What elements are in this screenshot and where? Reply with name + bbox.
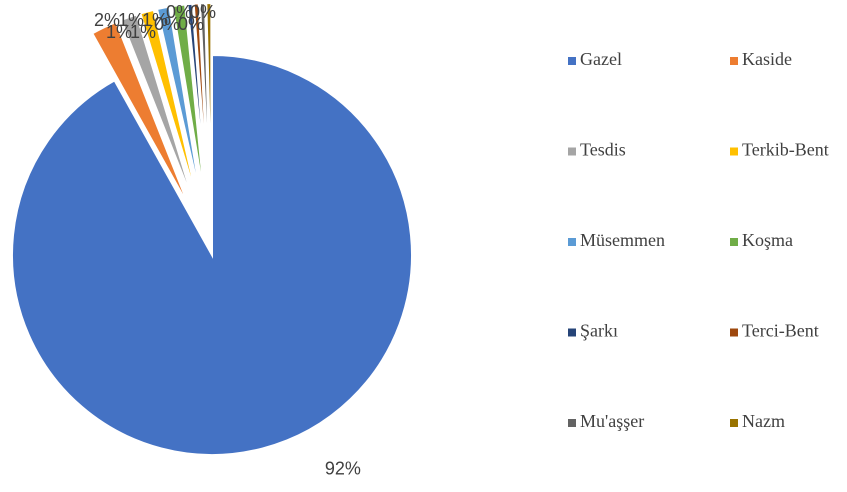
data-label: 1% [142, 10, 168, 30]
data-label: 1% [130, 22, 156, 42]
legend-label: Müsemmen [580, 230, 665, 250]
data-label: 0% [178, 14, 204, 34]
pie-slice [139, 8, 200, 206]
legend-marker [730, 57, 738, 65]
legend-label: Terkib-Bent [742, 140, 829, 160]
data-label: 1% [106, 22, 132, 42]
legend-label: Tesdis [580, 140, 626, 160]
data-label: 1% [118, 10, 144, 30]
legend-label: Gazel [580, 49, 622, 69]
legend-marker [568, 238, 576, 246]
legend-label: Terci-Bent [742, 321, 819, 341]
pie-slice [171, 3, 207, 204]
data-label: 0% [190, 2, 216, 22]
legend-label: Şarkı [580, 321, 618, 341]
pie-slice [186, 2, 209, 204]
legend-marker [568, 328, 576, 337]
pie-slice [11, 53, 413, 456]
data-label: 92% [325, 459, 361, 479]
legend-marker [568, 147, 576, 156]
legend-marker [730, 238, 738, 246]
legend-label: Mu'aşşer [580, 411, 644, 431]
legend-marker [568, 419, 576, 427]
legend-label: Koşma [742, 230, 793, 250]
pie-slice [205, 2, 213, 204]
pie-slice [198, 2, 212, 204]
legend-label: Kaside [742, 49, 792, 69]
data-label: 0% [154, 14, 180, 34]
legend-label: Nazm [742, 411, 785, 431]
data-label: 0% [166, 2, 192, 22]
legend-marker [730, 328, 738, 337]
pie-slice [155, 5, 203, 205]
data-label: 2% [94, 10, 120, 30]
legend-marker [568, 57, 576, 65]
pie-slice [119, 13, 196, 207]
pie-slice [192, 2, 210, 204]
pie-slice [90, 20, 191, 209]
legend-marker [730, 147, 738, 156]
legend-marker [730, 419, 738, 427]
